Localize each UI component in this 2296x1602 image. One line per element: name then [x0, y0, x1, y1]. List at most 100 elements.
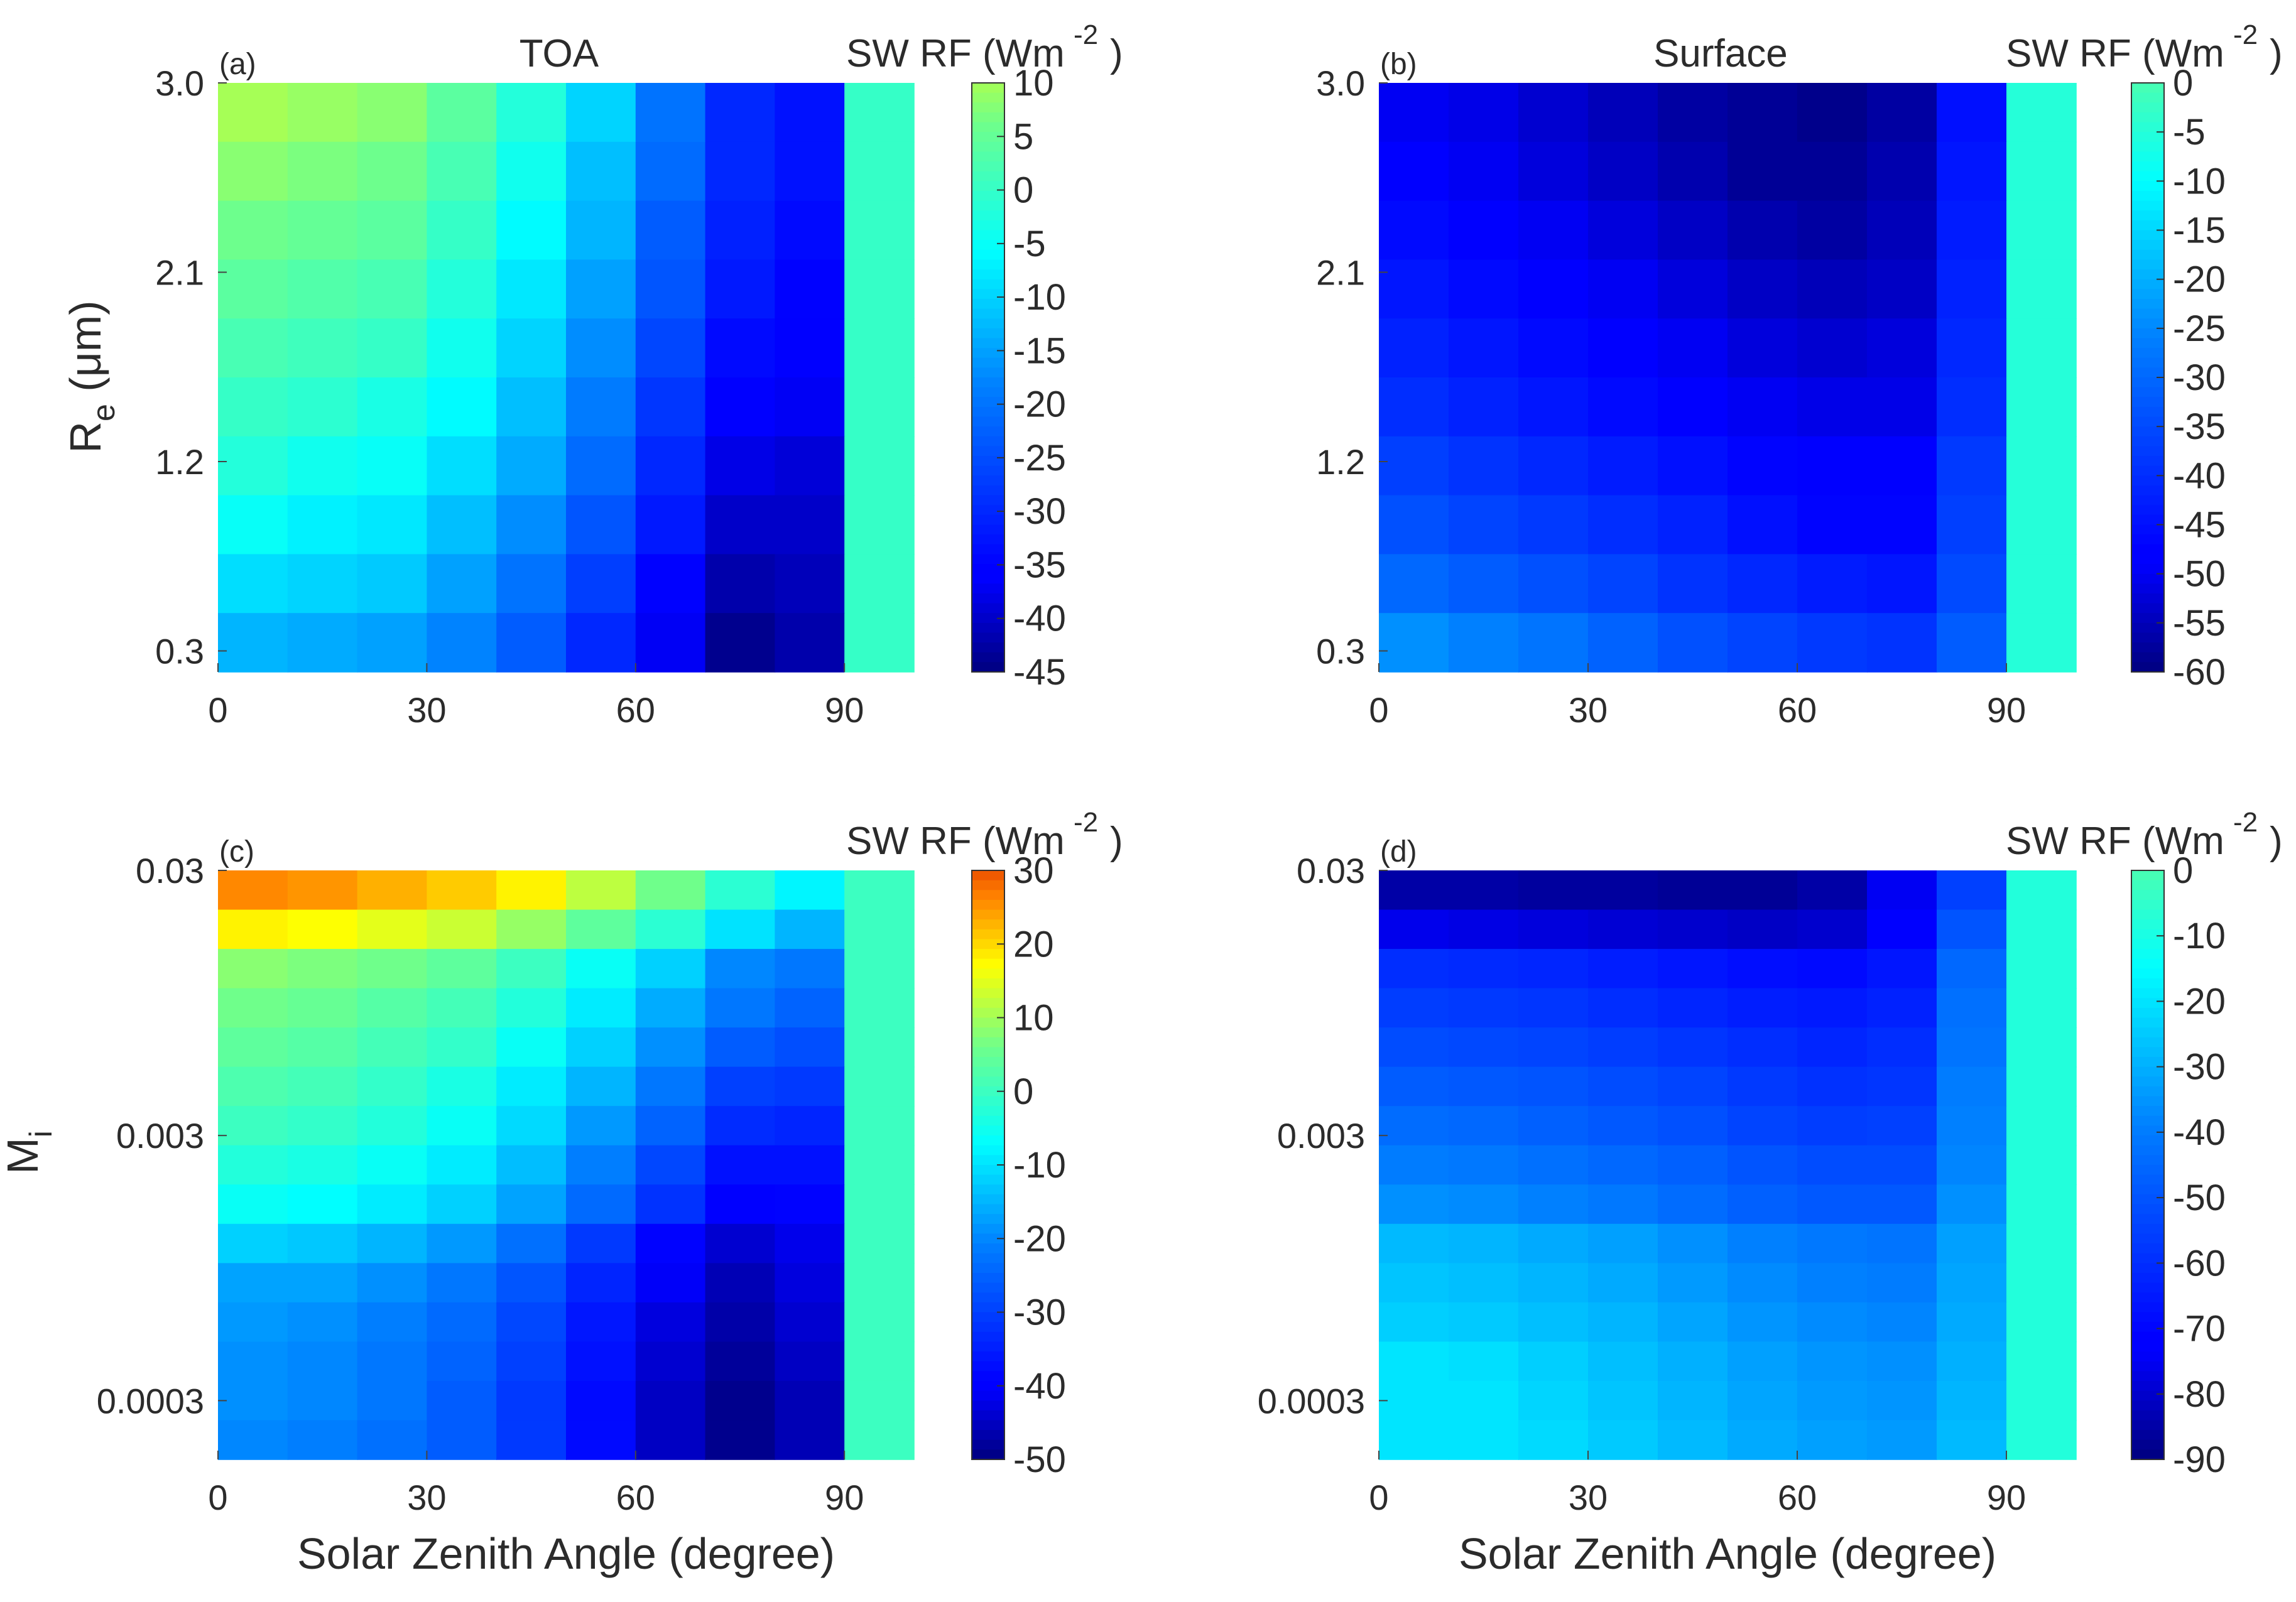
colorbar-segment: [2131, 475, 2164, 486]
colorbar-segment: [972, 1194, 1004, 1205]
colorbar-segment: [972, 92, 1004, 104]
heatmap-cell: [2006, 318, 2077, 378]
colorbar-segment: [972, 1214, 1004, 1225]
heatmap-cell: [357, 1145, 428, 1186]
heatmap-cell: [1449, 909, 1519, 950]
colorbar-segment: [2131, 210, 2164, 221]
heatmap-cell: [1937, 1027, 2007, 1068]
heatmap-cell: [218, 988, 288, 1028]
colorbar-segment: [972, 622, 1004, 634]
heatmap-cell: [844, 1420, 915, 1460]
heatmap-cell: [1797, 1223, 1868, 1264]
panel-letter: (d): [1380, 835, 1417, 869]
colorbar-segment: [972, 1174, 1004, 1186]
colorbar-segment: [2131, 357, 2164, 369]
heatmap-cell: [635, 1145, 706, 1186]
heatmap-cell: [2006, 377, 2077, 437]
colorbar-segment: [972, 338, 1004, 349]
heatmap-cell: [2006, 1420, 2077, 1460]
colorbar-segment: [2131, 1204, 2164, 1215]
colorbar-segment: [2131, 890, 2164, 901]
heatmap-cell: [1867, 870, 1937, 911]
colorbar-segment: [972, 406, 1004, 418]
heatmap-cell: [775, 1184, 845, 1225]
colorbar-segment: [972, 357, 1004, 369]
heatmap-cell: [1867, 1106, 1937, 1146]
colorbar-label-text: SW RF (Wm: [846, 32, 1065, 75]
heatmap-cell: [844, 259, 915, 319]
colorbar-segment: [972, 132, 1004, 143]
heatmap-cell: [1867, 1223, 1937, 1264]
heatmap-cell: [775, 1027, 845, 1068]
heatmap-cell: [1867, 988, 1937, 1028]
heatmap-cell: [1518, 377, 1589, 437]
colorbar-segment: [2131, 220, 2164, 231]
colorbar-segment: [972, 1420, 1004, 1431]
heatmap-cell: [1727, 1066, 1798, 1107]
heatmap-cell: [1518, 1184, 1589, 1225]
heatmap-cell: [1379, 141, 1449, 202]
heatmap-cell: [1588, 1066, 1658, 1107]
colorbar-segment: [972, 1243, 1004, 1254]
colorbar-exponent: -2: [2233, 807, 2258, 838]
x-tick-label: 60: [616, 690, 655, 730]
heatmap-cell: [1518, 141, 1589, 202]
heatmap-cell: [218, 83, 288, 143]
colorbar-tick-label: -70: [2173, 1309, 2226, 1350]
heatmap-cell: [1797, 1027, 1868, 1068]
colorbar-close: ): [1110, 820, 1123, 863]
heatmap-cell: [1937, 1066, 2007, 1107]
y-axis-label-main: R: [61, 421, 110, 453]
x-tick-label: 0: [208, 690, 227, 730]
heatmap-cell: [566, 1341, 636, 1382]
heatmap-cell: [1379, 377, 1449, 437]
colorbar-segment: [972, 1047, 1004, 1058]
heatmap-cell: [1937, 1380, 2007, 1421]
colorbar-close: ): [2270, 32, 2283, 75]
heatmap-cell: [357, 613, 428, 673]
colorbar-tick-label: 5: [1013, 116, 1033, 157]
x-tick-label: 90: [1987, 690, 2026, 730]
heatmap-cell: [566, 1106, 636, 1146]
heatmap-cell: [1727, 870, 1798, 911]
heatmap-cell: [2006, 988, 2077, 1028]
colorbar-segment: [2131, 1272, 2164, 1284]
colorbar-tick-label: -15: [1013, 330, 1066, 371]
heatmap-cell: [1658, 141, 1728, 202]
heatmap-cell: [1797, 870, 1868, 911]
colorbar-tick-label: -20: [1013, 1218, 1066, 1259]
heatmap-cell: [357, 1066, 428, 1107]
colorbar-segment: [972, 475, 1004, 486]
heatmap-cell: [775, 141, 845, 202]
heatmap-cell: [1379, 1145, 1449, 1186]
colorbar-tick-label: -10: [1013, 277, 1066, 318]
heatmap-cell: [1588, 949, 1658, 989]
heatmap-cell: [1518, 988, 1589, 1028]
colorbar-segment: [972, 1027, 1004, 1038]
colorbar-tick-label: -35: [1013, 544, 1066, 585]
heatmap-cell: [218, 1420, 288, 1460]
heatmap-cell: [427, 1420, 497, 1460]
colorbar-segment: [2131, 1351, 2164, 1362]
colorbar-tick-label: -80: [2173, 1374, 2226, 1415]
heatmap-cell: [1658, 200, 1728, 261]
colorbar-segment: [2131, 1331, 2164, 1343]
heatmap-cell: [287, 909, 358, 950]
colorbar-segment: [2131, 534, 2164, 545]
heatmap-cell: [218, 1302, 288, 1343]
colorbar-segment: [972, 1017, 1004, 1028]
heatmap-cell: [2006, 1263, 2077, 1303]
colorbar-segment: [2131, 968, 2164, 979]
heatmap-cell: [1518, 318, 1589, 378]
colorbar-segment: [972, 426, 1004, 437]
colorbar: 10 5 0 -5 -10 -15 -20 -25 -30 -35 -40 -45: [971, 63, 1066, 693]
colorbar-segment: [972, 102, 1004, 113]
colorbar-segment: [2131, 1390, 2164, 1401]
heatmap-cell: [566, 377, 636, 437]
heatmap-cell: [1658, 83, 1728, 143]
colorbar-segment: [2131, 387, 2164, 398]
heatmap-cell: [218, 909, 288, 950]
colorbar-segment: [2131, 642, 2164, 653]
heatmap-cell: [844, 436, 915, 496]
heatmap-cell: [1867, 495, 1937, 555]
